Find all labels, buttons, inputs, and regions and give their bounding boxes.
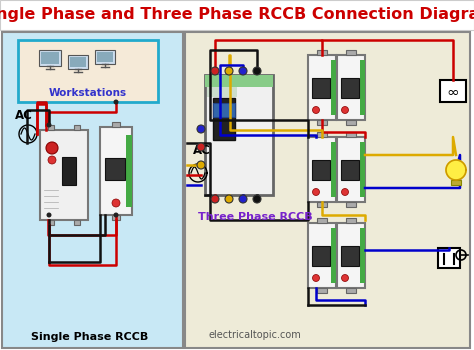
- Text: AC: AC: [15, 109, 33, 122]
- Circle shape: [113, 212, 118, 217]
- Bar: [95, 50, 115, 64]
- Circle shape: [225, 67, 233, 75]
- Circle shape: [239, 195, 247, 203]
- Bar: [112, 122, 120, 127]
- Circle shape: [341, 274, 348, 281]
- Circle shape: [211, 195, 219, 203]
- Text: Single Phase and Three Phase RCCB Connection Diagram: Single Phase and Three Phase RCCB Connec…: [0, 7, 474, 22]
- Bar: [451, 180, 461, 185]
- Circle shape: [46, 212, 52, 217]
- Circle shape: [48, 156, 56, 164]
- Bar: [331, 142, 336, 197]
- Bar: [40, 130, 88, 220]
- Bar: [312, 78, 330, 98]
- Bar: [317, 50, 327, 55]
- Bar: [360, 142, 365, 197]
- Polygon shape: [446, 160, 466, 180]
- Bar: [331, 60, 336, 115]
- Text: AC: AC: [193, 144, 211, 157]
- Bar: [205, 75, 273, 87]
- Text: $\infty$: $\infty$: [447, 84, 459, 98]
- Bar: [207, 87, 237, 97]
- Bar: [97, 52, 113, 62]
- Bar: [360, 228, 365, 283]
- Bar: [317, 132, 327, 137]
- Bar: [438, 248, 460, 268]
- Circle shape: [112, 199, 120, 207]
- Bar: [39, 50, 61, 66]
- Bar: [100, 127, 132, 215]
- Bar: [346, 132, 356, 137]
- Bar: [317, 202, 327, 207]
- FancyBboxPatch shape: [18, 40, 158, 102]
- Circle shape: [253, 195, 261, 203]
- Circle shape: [239, 67, 247, 75]
- Circle shape: [46, 122, 52, 127]
- Bar: [346, 218, 356, 223]
- Bar: [346, 120, 356, 125]
- Circle shape: [211, 67, 219, 75]
- Circle shape: [312, 106, 319, 113]
- Bar: [360, 60, 365, 115]
- Circle shape: [341, 189, 348, 196]
- Bar: [337, 223, 365, 288]
- Bar: [185, 32, 470, 348]
- Circle shape: [197, 143, 205, 151]
- Circle shape: [113, 99, 118, 105]
- Circle shape: [197, 125, 205, 133]
- Bar: [346, 288, 356, 293]
- Bar: [341, 78, 359, 98]
- Bar: [346, 50, 356, 55]
- Bar: [213, 98, 235, 140]
- Bar: [112, 215, 120, 220]
- Bar: [440, 80, 466, 102]
- Bar: [0, 0, 474, 30]
- Bar: [317, 288, 327, 293]
- Bar: [341, 160, 359, 180]
- Bar: [74, 220, 80, 225]
- Bar: [308, 55, 336, 120]
- Circle shape: [312, 274, 319, 281]
- Bar: [317, 218, 327, 223]
- Bar: [62, 157, 76, 185]
- Bar: [337, 55, 365, 120]
- Text: Workstations: Workstations: [49, 88, 127, 98]
- Bar: [74, 125, 80, 130]
- Circle shape: [197, 161, 205, 169]
- Circle shape: [46, 142, 58, 154]
- Bar: [48, 125, 54, 130]
- Bar: [105, 158, 125, 180]
- Bar: [213, 103, 235, 117]
- Bar: [41, 52, 59, 64]
- Circle shape: [253, 67, 261, 75]
- Circle shape: [225, 195, 233, 203]
- Bar: [126, 135, 132, 207]
- Bar: [68, 55, 88, 69]
- Bar: [341, 246, 359, 266]
- Bar: [346, 202, 356, 207]
- Bar: [312, 160, 330, 180]
- Bar: [317, 120, 327, 125]
- Bar: [205, 75, 273, 195]
- Bar: [312, 246, 330, 266]
- Text: Three Phase RCCB: Three Phase RCCB: [198, 212, 312, 222]
- Bar: [337, 137, 365, 202]
- Bar: [308, 223, 336, 288]
- Bar: [48, 220, 54, 225]
- Text: electricaltopic.com: electricaltopic.com: [209, 330, 301, 340]
- Bar: [70, 57, 86, 67]
- Circle shape: [341, 106, 348, 113]
- Circle shape: [312, 189, 319, 196]
- Text: Single Phase RCCB: Single Phase RCCB: [31, 332, 149, 342]
- Bar: [308, 137, 336, 202]
- Bar: [331, 228, 336, 283]
- Bar: [2, 32, 183, 348]
